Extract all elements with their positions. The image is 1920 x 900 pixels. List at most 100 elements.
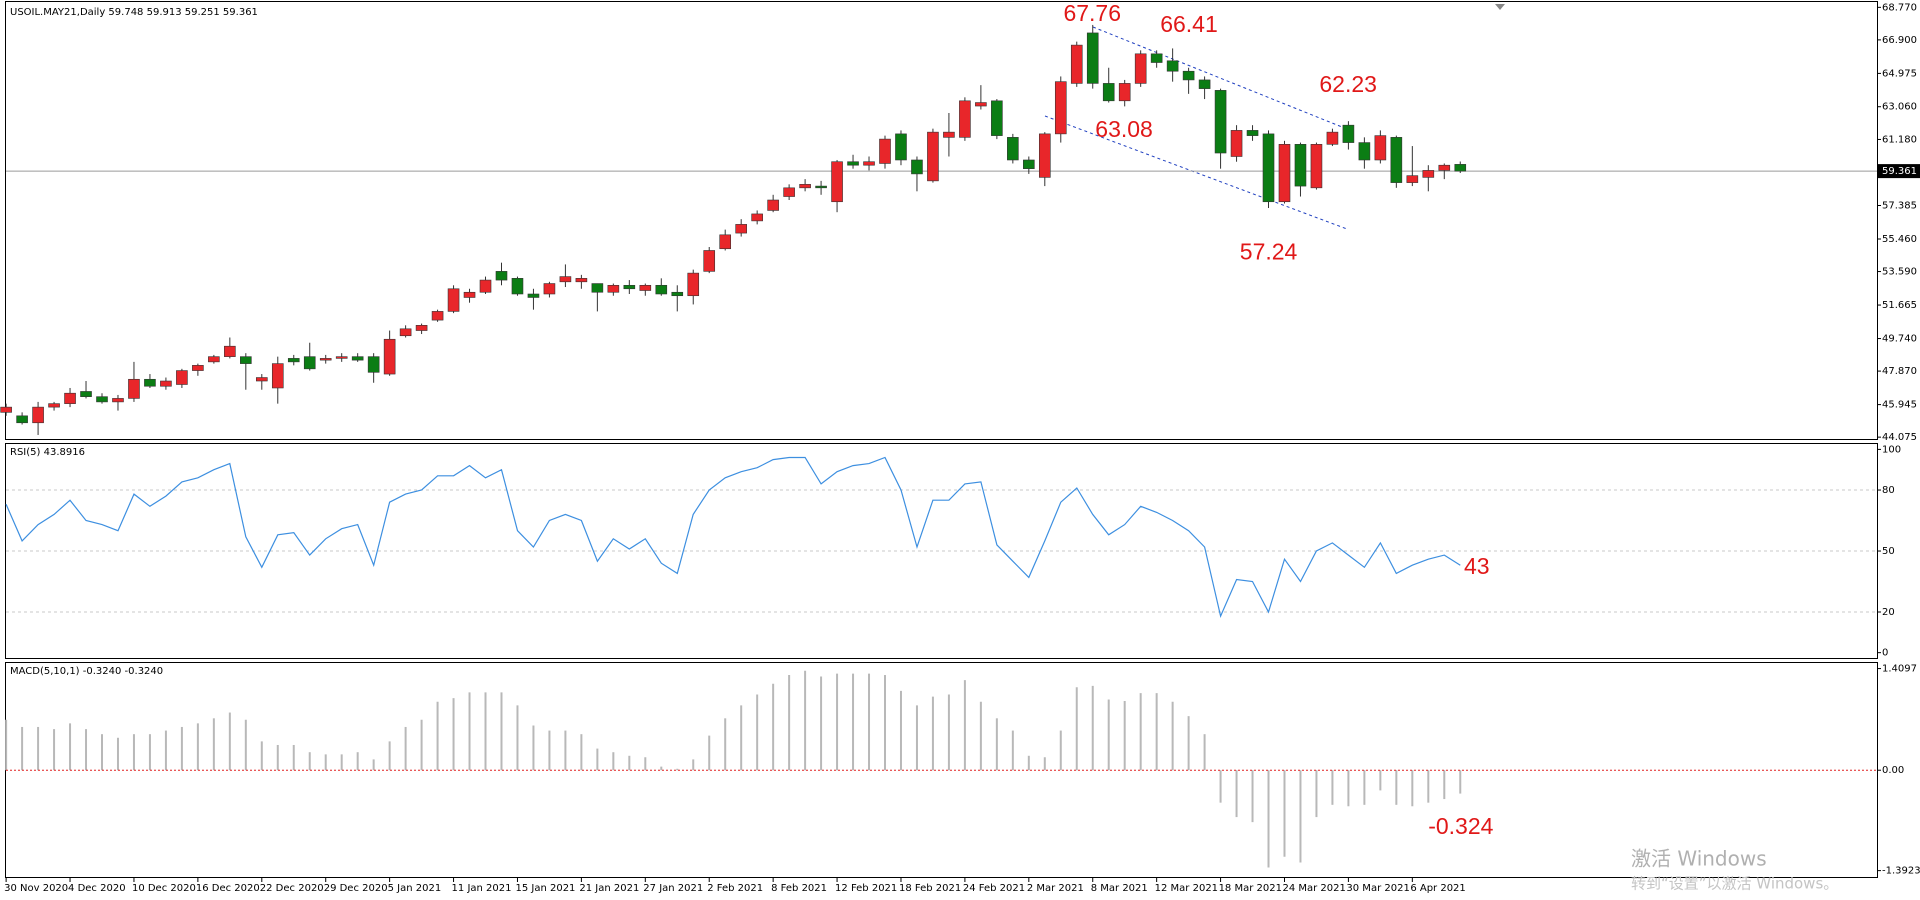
candle-body	[671, 291, 684, 297]
candle-body	[1422, 170, 1435, 178]
annotation: 57.24	[1240, 239, 1298, 265]
candle-body	[399, 328, 412, 337]
candle-body	[128, 378, 140, 399]
candle-body	[1406, 175, 1419, 183]
y-tick-label: 50	[1882, 546, 1895, 557]
y-tick-label: 45.945	[1882, 400, 1917, 411]
candle-body	[144, 378, 156, 387]
annotation: -0.324	[1428, 813, 1493, 839]
candle-body	[287, 358, 300, 363]
y-tick-label: 80	[1882, 485, 1895, 496]
candle-body	[32, 406, 44, 424]
y-tick-label: 100	[1882, 444, 1901, 455]
candle-body	[415, 325, 428, 331]
candle-body	[176, 370, 188, 385]
candle-body	[1454, 164, 1467, 172]
candle-body	[319, 358, 332, 361]
y-tick-label: 44.075	[1882, 432, 1917, 443]
candle-body	[735, 224, 747, 234]
candle-body	[1134, 53, 1147, 84]
candle-body	[431, 311, 444, 321]
y-tick-label: 0.00	[1882, 765, 1904, 776]
candle-body	[1023, 159, 1035, 169]
candle-body	[80, 391, 92, 397]
candle-body	[463, 291, 476, 298]
candle-body	[543, 283, 556, 295]
candle-body	[1007, 137, 1019, 161]
x-tick-label: 8 Mar 2021	[1091, 883, 1148, 894]
y-tick-label: -1.3923	[1882, 866, 1920, 877]
candle-body	[1438, 164, 1451, 171]
candle-body	[1198, 79, 1211, 89]
candle-body	[255, 377, 268, 382]
candle-body	[1038, 133, 1051, 178]
candle-body	[975, 102, 987, 107]
candle-body	[703, 250, 716, 272]
candle-body	[607, 284, 620, 293]
x-tick-label: 18 Mar 2021	[1219, 883, 1282, 894]
price-title: USOIL.MAY21,Daily 59.748 59.913 59.251 5…	[10, 7, 258, 18]
candle-body	[1054, 81, 1067, 135]
y-tick-label: 55.460	[1882, 234, 1917, 245]
candle-body	[767, 199, 779, 211]
y-tick-label: 1.4097	[1882, 664, 1917, 675]
candle-body	[623, 284, 636, 290]
candle-body	[16, 415, 28, 424]
candle-body	[1246, 130, 1259, 136]
x-tick-label: 8 Feb 2021	[771, 883, 827, 894]
candle-body	[879, 138, 891, 164]
candle-body	[1294, 144, 1307, 187]
y-tick-label: 53.590	[1882, 267, 1917, 278]
watermark: 激活 Windows	[1631, 847, 1767, 871]
x-tick-label: 16 Dec 2020	[196, 883, 260, 894]
candle-body	[895, 133, 907, 161]
y-tick-label: 57.385	[1882, 200, 1917, 211]
x-tick-label: 5 Jan 2021	[388, 883, 442, 894]
candle-body	[271, 363, 284, 389]
y-tick-label: 61.180	[1882, 134, 1917, 145]
candle-body	[991, 100, 1003, 136]
candle-body	[655, 284, 668, 295]
candle-body	[479, 279, 492, 293]
candle-body	[1166, 60, 1179, 72]
candle-body	[927, 131, 939, 182]
candle-body	[208, 356, 220, 363]
macd-title: MACD(5,10,1) -0.3240 -0.3240	[10, 666, 163, 677]
candle-body	[1070, 44, 1083, 84]
x-tick-label: 15 Jan 2021	[515, 883, 575, 894]
candle-body	[224, 345, 236, 357]
annotation: 63.08	[1095, 116, 1153, 142]
candle-body	[815, 185, 827, 189]
current-price-label: 59.361	[1882, 166, 1917, 177]
y-tick-label: 20	[1882, 607, 1895, 618]
x-tick-label: 22 Dec 2020	[260, 883, 324, 894]
candle-body	[1102, 83, 1115, 102]
shift-marker	[1495, 4, 1505, 10]
candle-body	[160, 380, 172, 387]
candle-body	[719, 234, 732, 250]
y-tick-label: 47.870	[1882, 366, 1917, 377]
x-tick-label: 30 Nov 2020	[4, 883, 68, 894]
candle-body	[511, 278, 524, 295]
x-tick-label: 6 Apr 2021	[1410, 883, 1465, 894]
candle-body	[559, 276, 572, 283]
candle-body	[335, 356, 348, 359]
annotation: 62.23	[1319, 71, 1377, 97]
x-tick-label: 29 Dec 2020	[324, 883, 388, 894]
candle-body	[783, 187, 795, 197]
x-tick-label: 30 Mar 2021	[1346, 883, 1409, 894]
candle-body	[639, 284, 652, 291]
candle-body	[687, 272, 700, 297]
x-tick-label: 12 Mar 2021	[1155, 883, 1218, 894]
candle-body	[591, 283, 604, 293]
price-panel	[5, 1, 1878, 440]
y-tick-label: 63.060	[1882, 102, 1917, 113]
current-price-box	[1878, 164, 1920, 179]
candle-body	[0, 406, 12, 413]
x-tick-label: 10 Dec 2020	[132, 883, 196, 894]
y-tick-label: 0	[1882, 648, 1888, 659]
x-tick-label: 11 Jan 2021	[452, 883, 512, 894]
candle-body	[1310, 144, 1323, 189]
candle-body	[527, 293, 540, 298]
